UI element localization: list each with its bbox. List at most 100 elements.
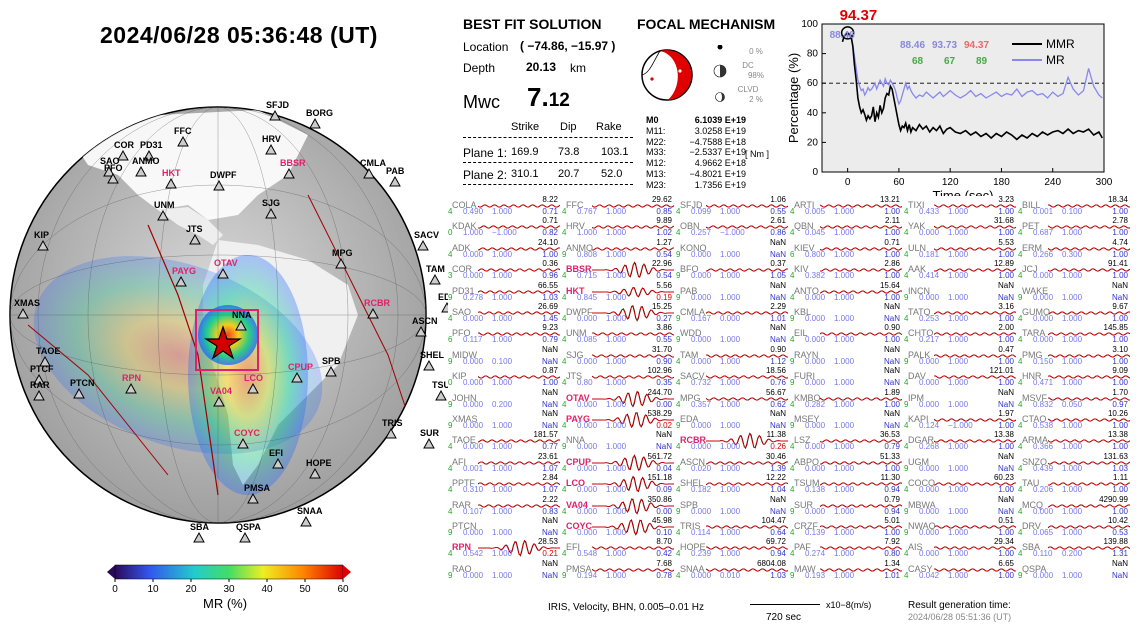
variance-value: 0.80	[884, 549, 900, 559]
generation-time-label: Result generation time:	[908, 600, 1011, 611]
variance-value: 1.00	[1112, 207, 1128, 216]
factor-value: 1.000	[834, 421, 855, 430]
station-marker-icon	[17, 307, 29, 319]
station-marker-icon	[117, 149, 129, 161]
factor-value: 1.000	[948, 399, 969, 409]
waveform-cell: HOPE 69.72 4 0.239 1.000 0.94	[676, 537, 788, 559]
weight-value: 0.257	[691, 228, 712, 238]
station-label: ANMO	[132, 156, 160, 166]
station-marker-icon	[143, 149, 155, 161]
variance-value: 1.00	[884, 228, 900, 238]
tensor-value: 3.0258 E+19	[694, 125, 746, 136]
mwc-value: 7.12	[527, 82, 570, 112]
depth-value: 20.13	[526, 60, 557, 74]
station-marker-icon	[175, 275, 187, 287]
quality-flag: 4	[790, 399, 795, 409]
waveform-cell: AAK 12.89 4 0.414 1.000 1.00	[904, 259, 1016, 281]
amplitude-value: 0.51	[998, 516, 1014, 525]
waveform-trace	[478, 375, 560, 379]
quality-flag: 4	[1018, 207, 1023, 216]
waveform-trace	[820, 225, 902, 229]
quality-flag: 4	[904, 249, 909, 259]
station-label: TRIS	[382, 418, 403, 428]
factor-value: 1.000	[492, 314, 513, 323]
amplitude-value: 7.92	[884, 537, 900, 547]
station-name: KMBO	[794, 392, 821, 403]
variance-value: 0.53	[1112, 528, 1128, 537]
amplitude-value: 0.90	[770, 344, 786, 354]
waveform-cell: SJG 31.70 4 0.000 1.000 0.90	[562, 345, 674, 367]
station-name: JTS	[566, 371, 583, 382]
variance-value: 1.00	[884, 335, 900, 345]
quality-flag: 4	[562, 463, 567, 473]
component-name: ISO	[741, 45, 755, 46]
station-name: ADK	[452, 242, 471, 253]
waveform-trace	[1048, 546, 1130, 550]
quality-flag: 9	[448, 570, 453, 580]
weight-value: 0.193	[805, 570, 826, 580]
waveform-trace	[934, 225, 1016, 229]
station-label: ASCN	[412, 316, 438, 326]
station-label: TAOE	[36, 346, 60, 356]
waveform-cell: COLA 8.22 4 0.490 1.000 0.71	[448, 195, 560, 217]
station-label: PMSA	[244, 483, 271, 493]
waveform-trace	[706, 482, 788, 486]
station-label: SBA	[190, 522, 210, 532]
tensor-row: M0 6.1039 E+19	[646, 115, 746, 126]
variance-value: NaN	[883, 356, 900, 366]
factor-value: 0.010	[720, 570, 741, 580]
weight-value: 0.000	[463, 399, 484, 409]
quality-flag: 4	[562, 314, 567, 323]
station-name: MIDW	[452, 349, 477, 360]
station-name: JOHN	[452, 392, 477, 403]
station-name: CRZF	[794, 521, 818, 531]
waveform-cell: DGAR 13.38 4 0.268 1.000 1.00	[904, 430, 1016, 452]
variance-value: 1.00	[998, 528, 1014, 537]
amplitude-value: 102.96	[647, 366, 672, 376]
waveform-trace	[820, 439, 902, 443]
waveform-cell: KMBO 1.89 4 0.282 1.000 1.00	[790, 388, 902, 410]
weight-value: 0.099	[691, 207, 712, 216]
factor-value: 1.000	[948, 207, 969, 216]
station-name: AFI	[452, 456, 467, 467]
amplitude-value: 7.68	[656, 558, 672, 568]
station-name: AIS	[908, 542, 923, 553]
waveform-trace	[934, 482, 1016, 486]
amplitude-value: 0.37	[770, 259, 786, 269]
station-marker-icon	[239, 531, 251, 543]
station-marker-icon	[423, 359, 435, 371]
amplitude-value: NaN	[1111, 280, 1128, 290]
station-marker-icon	[269, 109, 281, 121]
weight-value: 0.005	[805, 207, 826, 216]
waveform-trace	[592, 475, 674, 493]
weight-value: 0.366	[1033, 442, 1054, 452]
amplitude-value: 538.29	[647, 409, 672, 418]
variance-value: 1.00	[1112, 271, 1128, 281]
station-label: PFO	[104, 163, 123, 173]
station-name: TAM	[680, 349, 699, 360]
weight-value: 0.000	[691, 292, 712, 302]
station-marker-icon	[193, 531, 205, 543]
factor-value: 1.000	[1062, 485, 1083, 495]
station-name: SBA	[1022, 542, 1041, 553]
station-name: LCO	[566, 478, 585, 489]
variance-value: 1.45	[542, 314, 558, 323]
station-name: BBSR	[566, 264, 592, 275]
station-marker-icon	[441, 301, 448, 313]
variance-value: 1.00	[998, 228, 1014, 238]
waveform-trace	[934, 204, 1016, 208]
waveform-trace	[934, 354, 1016, 358]
colorbar-tick: 60	[337, 584, 349, 595]
quality-flag: 4	[904, 271, 909, 281]
station-label: TSUM	[432, 380, 448, 390]
waveform-trace	[706, 525, 788, 529]
weight-value: 0.020	[691, 463, 712, 473]
variance-value: 1.00	[884, 528, 900, 537]
factor-value: 1.000	[606, 442, 627, 452]
station-name: WAKE	[1022, 285, 1049, 296]
amplitude-value: 2.86	[884, 259, 900, 269]
component-percent: 98%	[748, 71, 764, 80]
variance-value: 0.27	[656, 314, 672, 323]
variance-value: 1.00	[998, 249, 1014, 259]
waveform-cell: ADK 24.10 4 0.000 1.000 1.00	[448, 238, 560, 260]
